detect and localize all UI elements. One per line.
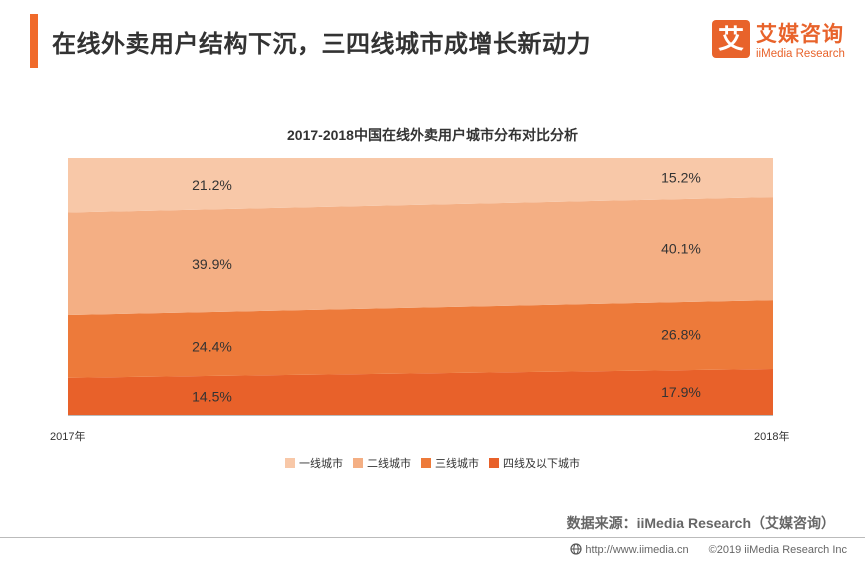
logo-english-name: iiMedia Research bbox=[756, 48, 845, 60]
legend-swatch bbox=[421, 458, 431, 468]
data-label: 17.9% bbox=[661, 384, 701, 400]
legend-item-tier1: 一线城市 bbox=[285, 455, 343, 471]
area-series-4 bbox=[68, 368, 773, 415]
area-series-2 bbox=[68, 197, 773, 316]
page-title: 在线外卖用户结构下沉，三四线城市成增长新动力 bbox=[52, 31, 591, 58]
footer-divider bbox=[0, 537, 865, 538]
footer-copyright: ©2019 iiMedia Research Inc bbox=[708, 543, 847, 556]
x-tick-label-2018: 2018年 bbox=[754, 431, 790, 443]
data-label: 40.1% bbox=[661, 241, 701, 257]
footer-url[interactable]: http://www.iimedia.cn bbox=[585, 544, 689, 556]
iimedia-logo: 艾 艾媒咨询 iiMedia Research bbox=[712, 18, 852, 66]
legend-item-tier2: 二线城市 bbox=[353, 455, 411, 471]
data-label: 39.9% bbox=[192, 256, 232, 272]
data-label: 24.4% bbox=[192, 338, 232, 354]
data-label: 26.8% bbox=[661, 327, 701, 343]
legend-swatch bbox=[489, 458, 499, 468]
globe-icon bbox=[570, 543, 582, 555]
legend-label: 四线及以下城市 bbox=[503, 458, 580, 470]
logo-chinese-name: 艾媒咨询 bbox=[756, 23, 844, 46]
x-tick-label-2017: 2017年 bbox=[50, 431, 86, 443]
logo-mark: 艾 bbox=[712, 20, 750, 58]
data-source: 数据来源：iiMedia Research（艾媒咨询） bbox=[566, 515, 835, 531]
title-accent-bar bbox=[30, 14, 38, 68]
data-label: 15.2% bbox=[661, 170, 701, 186]
legend-item-tier3: 三线城市 bbox=[421, 455, 479, 471]
data-label: 21.2% bbox=[192, 177, 232, 193]
area-series-1 bbox=[68, 158, 773, 213]
legend-item-tier4: 四线及以下城市 bbox=[489, 455, 580, 471]
legend-label: 三线城市 bbox=[435, 458, 479, 470]
stacked-area-chart: 14.5% 17.9% 24.4% 26.8% 39.9% 40.1% 21.2% 15.2% bbox=[68, 158, 773, 416]
footer-url-group: http://www.iimedia.cn bbox=[570, 543, 689, 556]
legend-label: 二线城市 bbox=[367, 458, 411, 470]
data-label: 14.5% bbox=[192, 388, 232, 404]
chart-legend: 一线城市 二线城市 三线城市 四线及以下城市 bbox=[0, 455, 865, 471]
legend-swatch bbox=[285, 458, 295, 468]
legend-label: 一线城市 bbox=[299, 458, 343, 470]
chart-title: 2017-2018中国在线外卖用户城市分布对比分析 bbox=[287, 127, 578, 143]
footer: http://www.iimedia.cn ©2019 iiMedia Rese… bbox=[570, 543, 847, 556]
area-series-3 bbox=[68, 300, 773, 378]
legend-swatch bbox=[353, 458, 363, 468]
